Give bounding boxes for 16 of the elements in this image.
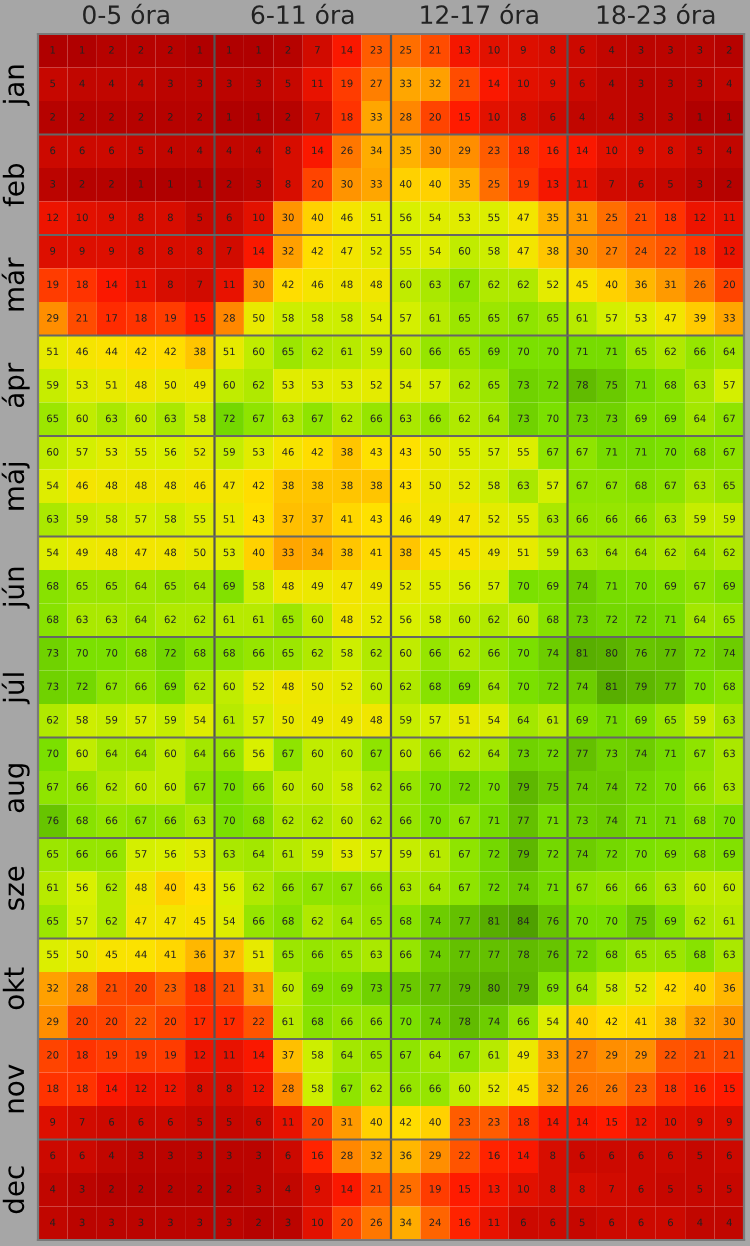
text: 0-5 óra: [83, 3, 169, 25]
y-tick-label: jan: [2, 65, 30, 106]
y-tick-label: sze: [8, 866, 25, 910]
y-tick-label: jún: [1, 567, 30, 609]
y-tick-label: nov: [8, 1064, 25, 1113]
y-tick-label: feb: [2, 164, 25, 207]
y-tick-label: ápr: [1, 362, 30, 408]
y-tick-label: júl: [1, 673, 30, 705]
y-tick-label: aug: [8, 764, 30, 813]
y-tick-label: okt: [2, 967, 25, 1010]
y-tick-label: már: [1, 257, 25, 311]
text: 6-11 óra: [251, 3, 354, 25]
text: 12-17 óra: [421, 3, 538, 25]
text: 18-23 óra: [597, 3, 715, 25]
y-tick-label: dec: [2, 1166, 25, 1214]
y-tick-label: máj: [1, 462, 30, 510]
